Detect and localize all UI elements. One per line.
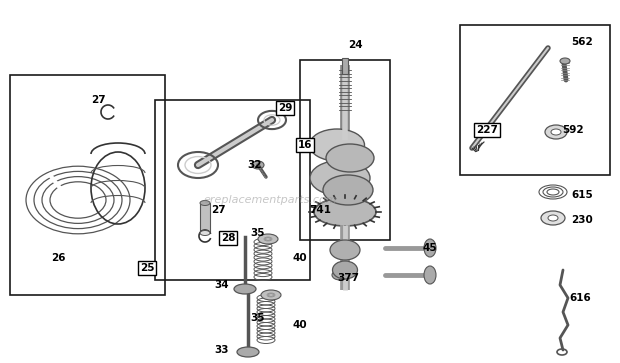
Ellipse shape <box>560 58 570 64</box>
Text: 377: 377 <box>337 273 359 283</box>
Text: 24: 24 <box>348 40 362 50</box>
Ellipse shape <box>541 211 565 225</box>
Text: 33: 33 <box>215 345 229 355</box>
Ellipse shape <box>326 144 374 172</box>
Bar <box>155 100 310 280</box>
Ellipse shape <box>261 290 281 300</box>
Text: 16: 16 <box>298 140 312 150</box>
Bar <box>200 203 210 233</box>
Ellipse shape <box>237 347 259 357</box>
Ellipse shape <box>332 270 348 280</box>
Ellipse shape <box>332 261 358 279</box>
Ellipse shape <box>545 125 567 139</box>
Ellipse shape <box>323 175 373 205</box>
Ellipse shape <box>551 129 561 135</box>
Bar <box>10 75 165 295</box>
Text: 35: 35 <box>250 228 265 238</box>
Ellipse shape <box>309 129 365 161</box>
Bar <box>460 25 610 175</box>
Ellipse shape <box>310 160 370 196</box>
Text: 227: 227 <box>476 125 498 135</box>
Ellipse shape <box>200 231 210 236</box>
Text: 230: 230 <box>571 215 593 225</box>
Text: 45: 45 <box>423 243 437 253</box>
Text: 26: 26 <box>51 253 65 263</box>
Text: 27: 27 <box>91 95 105 105</box>
Ellipse shape <box>424 266 436 284</box>
Ellipse shape <box>330 240 360 260</box>
Ellipse shape <box>424 239 436 257</box>
Text: 35: 35 <box>250 313 265 323</box>
Text: 40: 40 <box>293 320 308 330</box>
Bar <box>342 58 348 74</box>
Text: 40: 40 <box>293 253 308 263</box>
Text: 562: 562 <box>571 37 593 47</box>
Text: 27: 27 <box>211 205 225 215</box>
Ellipse shape <box>234 284 256 294</box>
Text: 616: 616 <box>569 293 591 303</box>
Text: 28: 28 <box>221 233 235 243</box>
Text: 34: 34 <box>215 280 229 290</box>
Text: 592: 592 <box>562 125 584 135</box>
Text: 25: 25 <box>140 263 154 273</box>
Text: 615: 615 <box>571 190 593 200</box>
Bar <box>300 60 390 240</box>
Ellipse shape <box>258 234 278 244</box>
Text: 741: 741 <box>309 205 331 215</box>
Text: ereplacementparts.com: ereplacementparts.com <box>203 195 337 205</box>
Ellipse shape <box>252 161 264 169</box>
Ellipse shape <box>314 198 376 226</box>
Ellipse shape <box>200 200 210 205</box>
Ellipse shape <box>548 215 558 221</box>
Text: 32: 32 <box>248 160 262 170</box>
Text: 29: 29 <box>278 103 292 113</box>
